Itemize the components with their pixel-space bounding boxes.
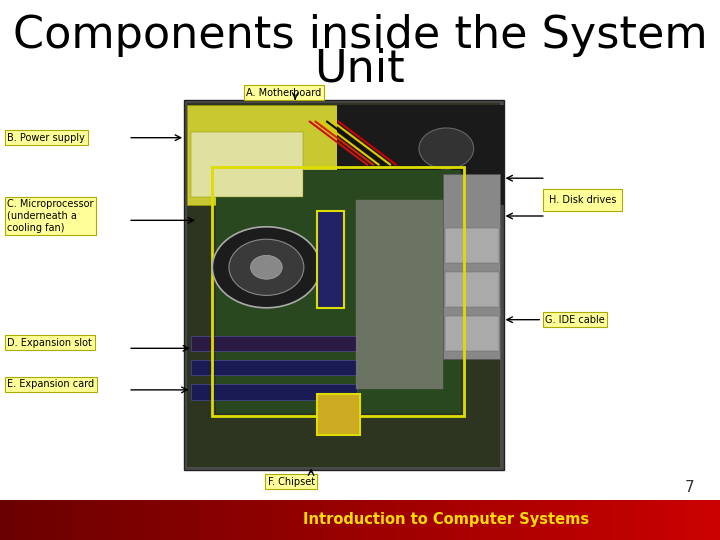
FancyBboxPatch shape: [576, 500, 594, 540]
FancyBboxPatch shape: [432, 500, 450, 540]
FancyBboxPatch shape: [317, 394, 360, 435]
Text: F. Chipset: F. Chipset: [268, 477, 315, 487]
Text: Introduction to Computer Systems: Introduction to Computer Systems: [303, 512, 590, 527]
FancyBboxPatch shape: [666, 500, 684, 540]
FancyBboxPatch shape: [468, 500, 486, 540]
FancyBboxPatch shape: [648, 500, 666, 540]
Text: A. Motherboard: A. Motherboard: [246, 88, 322, 98]
FancyBboxPatch shape: [270, 500, 288, 540]
Text: B. Power supply: B. Power supply: [7, 133, 85, 143]
FancyBboxPatch shape: [72, 500, 90, 540]
FancyBboxPatch shape: [216, 170, 461, 413]
Text: Components inside the System: Components inside the System: [13, 14, 707, 57]
FancyBboxPatch shape: [317, 211, 344, 308]
FancyBboxPatch shape: [108, 500, 126, 540]
FancyBboxPatch shape: [630, 500, 648, 540]
FancyBboxPatch shape: [18, 500, 36, 540]
FancyBboxPatch shape: [684, 500, 702, 540]
FancyBboxPatch shape: [558, 500, 576, 540]
FancyBboxPatch shape: [702, 500, 720, 540]
FancyBboxPatch shape: [191, 132, 303, 197]
FancyBboxPatch shape: [324, 500, 342, 540]
FancyBboxPatch shape: [540, 500, 558, 540]
FancyBboxPatch shape: [198, 500, 216, 540]
FancyBboxPatch shape: [445, 272, 499, 307]
Text: D. Expansion slot: D. Expansion slot: [7, 338, 92, 348]
FancyBboxPatch shape: [338, 105, 504, 205]
FancyBboxPatch shape: [414, 500, 432, 540]
FancyBboxPatch shape: [306, 500, 324, 540]
FancyBboxPatch shape: [594, 500, 612, 540]
FancyBboxPatch shape: [54, 500, 72, 540]
FancyBboxPatch shape: [191, 336, 357, 351]
FancyBboxPatch shape: [234, 500, 252, 540]
Circle shape: [251, 255, 282, 279]
FancyBboxPatch shape: [504, 500, 522, 540]
FancyBboxPatch shape: [216, 500, 234, 540]
FancyBboxPatch shape: [90, 500, 108, 540]
FancyBboxPatch shape: [450, 500, 468, 540]
FancyBboxPatch shape: [396, 500, 414, 540]
FancyBboxPatch shape: [252, 500, 270, 540]
FancyBboxPatch shape: [36, 500, 54, 540]
FancyBboxPatch shape: [360, 500, 378, 540]
FancyBboxPatch shape: [126, 500, 144, 540]
FancyBboxPatch shape: [191, 360, 357, 375]
FancyBboxPatch shape: [187, 105, 338, 205]
Text: Unit: Unit: [315, 48, 405, 91]
FancyBboxPatch shape: [180, 500, 198, 540]
FancyBboxPatch shape: [144, 500, 162, 540]
FancyBboxPatch shape: [342, 500, 360, 540]
FancyBboxPatch shape: [378, 500, 396, 540]
Circle shape: [229, 239, 304, 295]
Text: G. IDE cable: G. IDE cable: [545, 315, 605, 325]
FancyBboxPatch shape: [445, 228, 499, 263]
FancyBboxPatch shape: [445, 316, 499, 352]
FancyBboxPatch shape: [184, 100, 504, 470]
FancyBboxPatch shape: [443, 174, 500, 359]
FancyBboxPatch shape: [288, 500, 306, 540]
FancyBboxPatch shape: [356, 200, 443, 389]
Text: C. Microprocessor
(underneath a
cooling fan): C. Microprocessor (underneath a cooling …: [7, 199, 94, 233]
FancyBboxPatch shape: [162, 500, 180, 540]
FancyBboxPatch shape: [191, 384, 357, 400]
FancyBboxPatch shape: [522, 500, 540, 540]
FancyBboxPatch shape: [486, 500, 504, 540]
FancyBboxPatch shape: [0, 500, 18, 540]
FancyBboxPatch shape: [612, 500, 630, 540]
Text: H. Disk drives: H. Disk drives: [549, 195, 616, 205]
FancyBboxPatch shape: [187, 103, 500, 467]
Text: E. Expansion card: E. Expansion card: [7, 380, 94, 389]
Circle shape: [419, 128, 474, 169]
Circle shape: [212, 227, 320, 308]
Text: 7: 7: [685, 480, 695, 495]
